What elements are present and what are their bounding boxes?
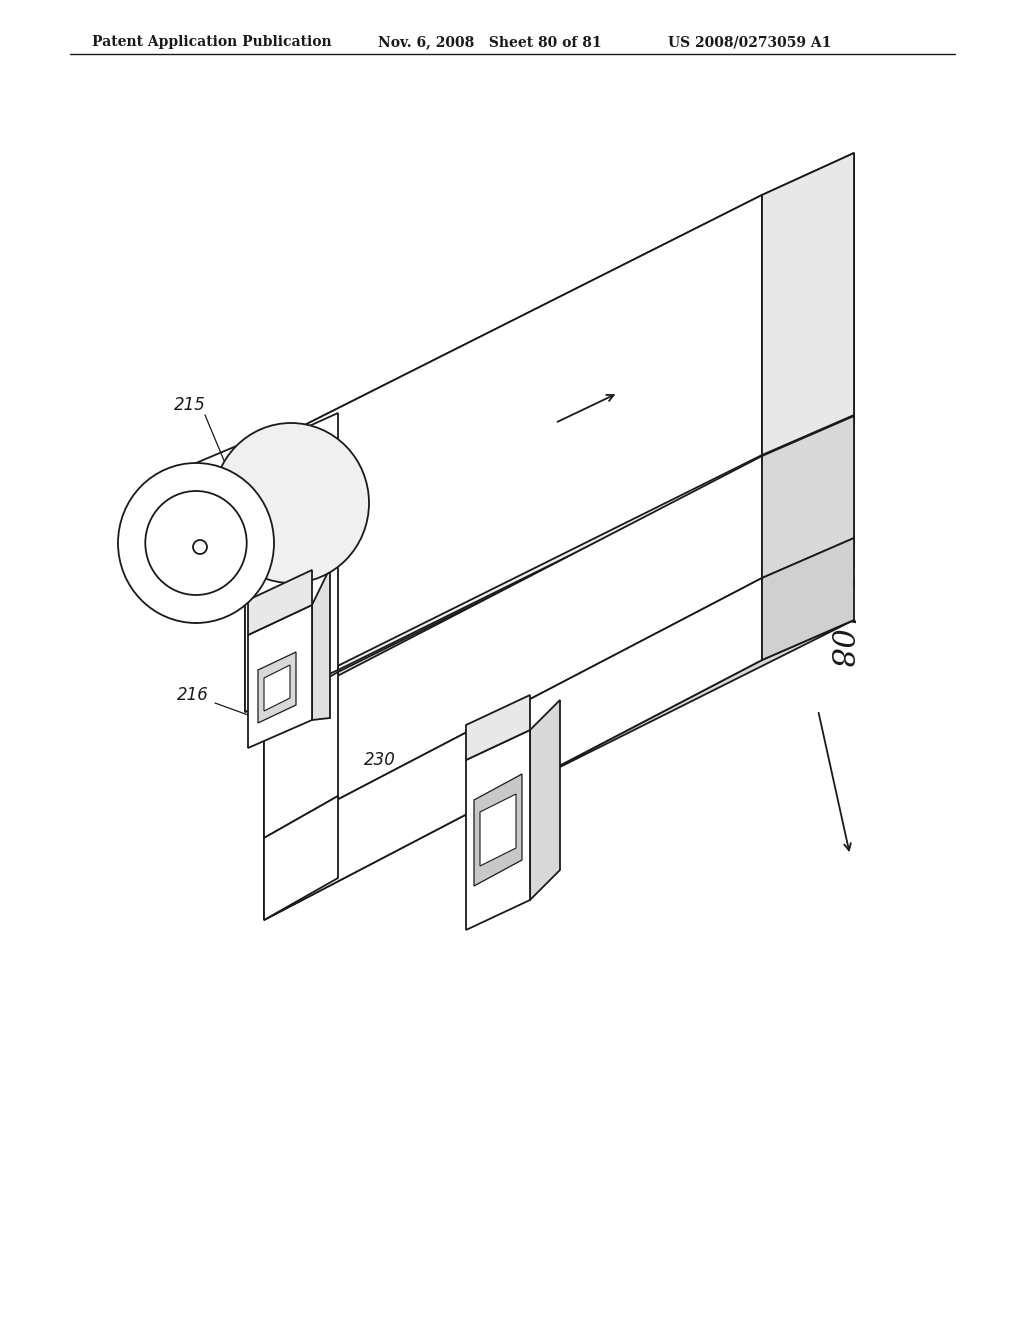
Text: US 2008/0273059 A1: US 2008/0273059 A1 (668, 36, 831, 49)
Ellipse shape (145, 491, 247, 595)
Text: FIG. 108: FIG. 108 (824, 533, 855, 667)
Polygon shape (248, 570, 312, 635)
Polygon shape (264, 455, 762, 838)
Polygon shape (338, 416, 854, 796)
Polygon shape (264, 578, 762, 920)
Polygon shape (248, 605, 312, 748)
Polygon shape (530, 700, 560, 900)
Polygon shape (264, 796, 338, 920)
Ellipse shape (213, 422, 369, 583)
Polygon shape (264, 665, 290, 711)
Text: 216: 216 (177, 686, 209, 704)
Polygon shape (338, 153, 854, 671)
Polygon shape (466, 730, 530, 931)
Polygon shape (762, 539, 854, 660)
Polygon shape (245, 413, 338, 711)
Ellipse shape (118, 463, 274, 623)
Text: Nov. 6, 2008   Sheet 80 of 81: Nov. 6, 2008 Sheet 80 of 81 (378, 36, 602, 49)
Polygon shape (762, 416, 854, 578)
Polygon shape (264, 620, 854, 920)
Polygon shape (466, 696, 530, 760)
Polygon shape (258, 652, 296, 723)
Polygon shape (474, 774, 522, 886)
Polygon shape (264, 539, 854, 838)
Text: Patent Application Publication: Patent Application Publication (92, 36, 332, 49)
Text: 230: 230 (365, 751, 396, 770)
Polygon shape (245, 195, 762, 711)
Polygon shape (762, 153, 854, 455)
Circle shape (193, 540, 207, 554)
Polygon shape (264, 672, 338, 838)
Polygon shape (480, 795, 516, 866)
Polygon shape (245, 153, 854, 455)
Text: 215: 215 (174, 396, 206, 414)
Polygon shape (312, 568, 330, 719)
